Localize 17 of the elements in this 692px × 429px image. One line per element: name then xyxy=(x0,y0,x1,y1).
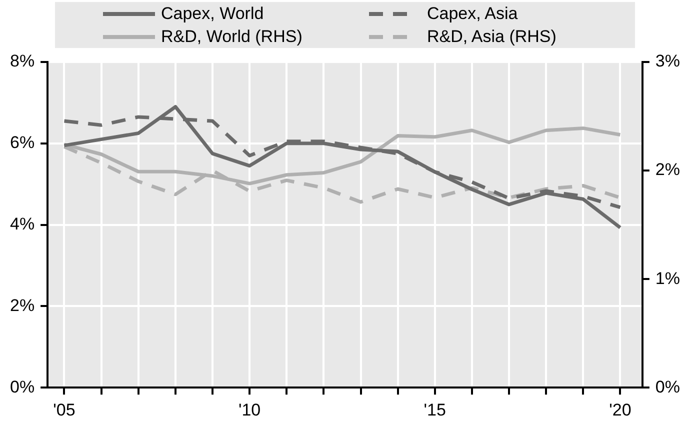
y2-tick-label: 3% xyxy=(655,52,680,71)
x-tick-label: '10 xyxy=(238,400,261,420)
y-tick-label: 4% xyxy=(10,214,35,234)
x-tick-label: '15 xyxy=(424,400,446,420)
y-tick-label: 0% xyxy=(10,377,35,396)
legend-label: Capex, Asia xyxy=(427,4,518,24)
y-tick-label: 2% xyxy=(10,296,35,315)
legend-label: R&D, World (RHS) xyxy=(161,26,302,46)
legend-label: R&D, Asia (RHS) xyxy=(427,26,556,46)
y2-tick-label: 0% xyxy=(655,377,680,396)
y2-tick-label: 2% xyxy=(655,160,680,180)
y2-tick-label: 1% xyxy=(655,268,680,288)
legend-label: Capex, World xyxy=(161,4,264,24)
y-tick-label: 6% xyxy=(10,133,35,152)
x-tick-label: '05 xyxy=(53,400,76,420)
x-tick-label: '20 xyxy=(609,400,632,420)
y-tick-label: 8% xyxy=(10,52,35,71)
